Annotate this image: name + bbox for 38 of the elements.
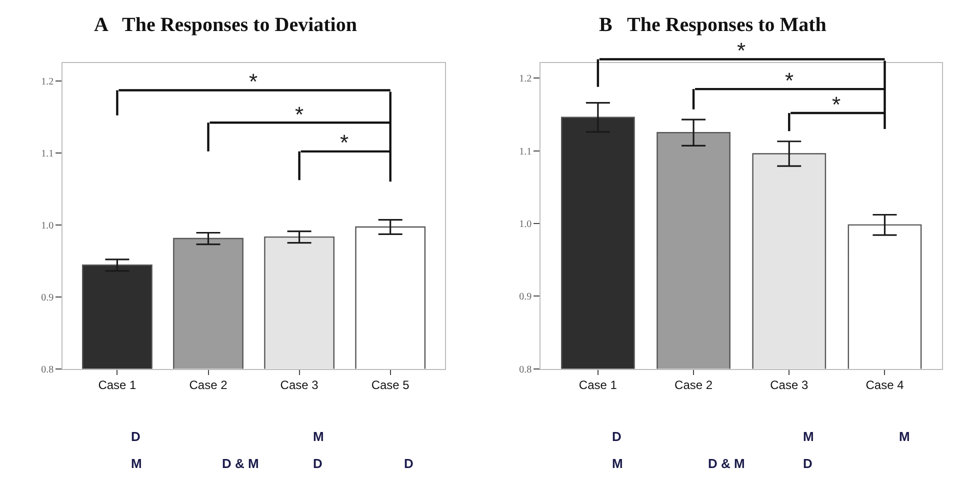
annotation: * xyxy=(737,38,746,63)
x-tick-label: Case 3 xyxy=(770,378,808,392)
chart-title: B The Responses to Math xyxy=(599,14,826,36)
x-tick-label: Case 1 xyxy=(98,378,137,392)
y-tick-label: 1.0 xyxy=(519,218,532,230)
y-tick-label: 1.0 xyxy=(41,220,54,232)
x-tick-label: Case 1 xyxy=(578,378,618,392)
text: D & M xyxy=(708,456,745,471)
text: D xyxy=(404,456,414,471)
y-tick-label: 1.2 xyxy=(41,76,54,88)
annotation: * xyxy=(340,130,349,155)
x-tick-label: Case 2 xyxy=(189,378,228,392)
text: M xyxy=(612,456,623,471)
chart-title: A The Responses to Deviation xyxy=(94,14,357,36)
x-tick-label: Case 4 xyxy=(866,378,904,392)
text: D xyxy=(131,429,140,444)
text: D xyxy=(612,429,622,444)
annotation: * xyxy=(785,68,794,93)
text: M xyxy=(131,456,142,471)
text: M xyxy=(313,429,324,444)
annotation: * xyxy=(295,102,304,127)
y-tick-label: 0.8 xyxy=(519,364,532,376)
annotation: * xyxy=(249,69,258,94)
y-tick-label: 0.8 xyxy=(41,364,54,376)
text: D xyxy=(313,456,322,471)
y-tick-label: 1.1 xyxy=(519,146,532,158)
y-tick-label: 1.1 xyxy=(41,148,54,160)
text: M xyxy=(899,429,910,444)
text: M xyxy=(803,429,814,444)
y-tick-label: 1.2 xyxy=(519,74,532,85)
x-tick-label: Case 3 xyxy=(280,378,319,392)
y-tick-label: 0.9 xyxy=(41,292,54,304)
annotation: * xyxy=(832,92,841,117)
x-tick-label: Case 2 xyxy=(674,378,713,392)
text: D & M xyxy=(222,456,259,471)
x-tick-label: Case 5 xyxy=(371,378,410,392)
y-tick-label: 0.9 xyxy=(519,292,532,303)
text: D xyxy=(803,456,812,471)
